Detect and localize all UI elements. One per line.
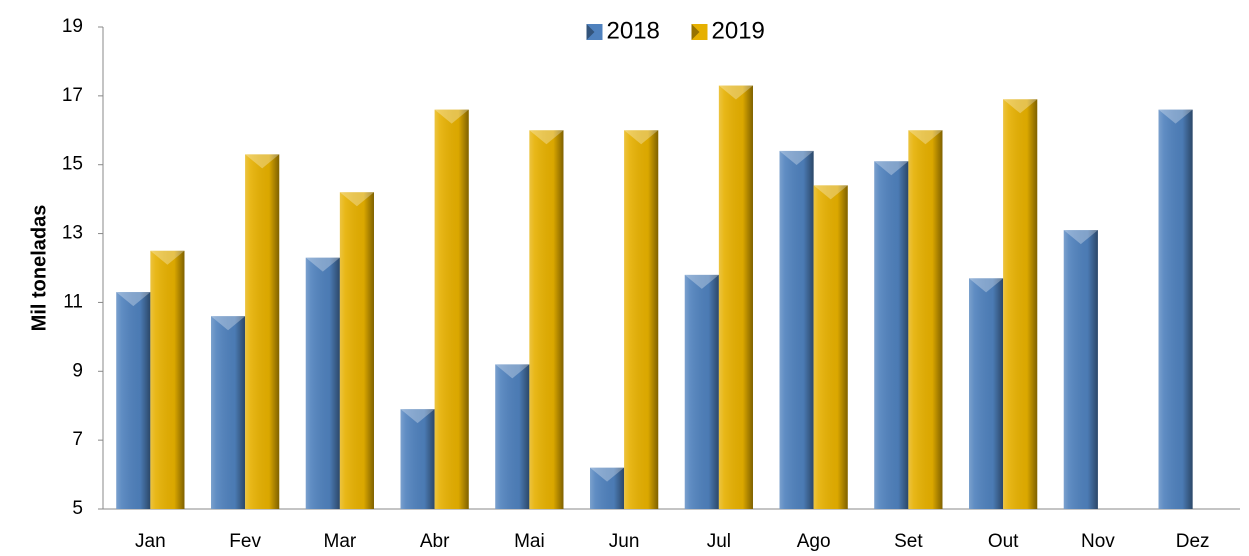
y-tick-label: 9 bbox=[72, 360, 83, 381]
x-tick-label: Set bbox=[894, 531, 923, 552]
bar-bevel bbox=[434, 109, 469, 124]
bar-bevel bbox=[908, 130, 943, 145]
bar-shade bbox=[211, 316, 246, 509]
bar-bevel bbox=[874, 161, 909, 176]
bar-shade bbox=[495, 364, 530, 509]
y-tick-label: 11 bbox=[63, 291, 83, 312]
legend-swatch bbox=[691, 24, 708, 40]
bar-shade bbox=[400, 409, 435, 509]
bar-bevel bbox=[116, 292, 151, 307]
bar-shade bbox=[1158, 109, 1193, 509]
bar-shade bbox=[969, 278, 1004, 509]
y-axis-title: Mil toneladas bbox=[28, 205, 50, 332]
bar-bevel bbox=[779, 150, 814, 165]
bar-bevel bbox=[684, 274, 719, 289]
bar-bevel bbox=[624, 130, 659, 145]
bar-bevel bbox=[813, 185, 848, 200]
bar-bevel bbox=[339, 192, 374, 207]
x-tick-label: Jul bbox=[707, 531, 731, 552]
y-tick-label: 15 bbox=[62, 154, 83, 175]
y-tick-label: 13 bbox=[62, 223, 83, 244]
bar-bevel bbox=[718, 85, 753, 100]
x-tick-label: Mai bbox=[514, 531, 545, 552]
bar-shade bbox=[116, 292, 151, 509]
bar-shade bbox=[1003, 99, 1038, 510]
x-tick-label: Jun bbox=[609, 531, 640, 552]
x-tick-label: Ago bbox=[797, 531, 831, 552]
bar-shade bbox=[779, 150, 814, 509]
y-tick-label: 19 bbox=[62, 16, 83, 37]
bar-shade bbox=[813, 185, 848, 509]
bar-bevel bbox=[969, 278, 1004, 293]
legend-swatch-bevel bbox=[691, 24, 700, 40]
bar-shade bbox=[908, 130, 943, 510]
y-tick-label: 7 bbox=[72, 429, 83, 450]
legend-swatch bbox=[586, 24, 603, 40]
bar-shade bbox=[718, 85, 753, 510]
legend-label: 2018 bbox=[607, 17, 660, 44]
x-tick-label: Jan bbox=[135, 531, 166, 552]
bar-bevel bbox=[400, 409, 435, 424]
bar-shade bbox=[590, 467, 625, 509]
y-tick-label: 17 bbox=[62, 85, 83, 106]
bar-bevel bbox=[495, 364, 530, 379]
bar-bevel bbox=[305, 257, 340, 272]
x-tick-label: Fev bbox=[229, 531, 261, 552]
legend-swatch-bevel bbox=[586, 24, 595, 40]
x-tick-label: Out bbox=[988, 531, 1019, 552]
bar-shade bbox=[874, 161, 909, 509]
bar-bevel bbox=[1063, 230, 1098, 245]
bar-shade bbox=[434, 109, 469, 509]
bar-shade bbox=[529, 130, 564, 510]
bar-bevel bbox=[1003, 99, 1038, 114]
legend-label: 2019 bbox=[712, 17, 765, 44]
bar-bevel bbox=[529, 130, 564, 145]
bar-shade bbox=[245, 154, 280, 509]
y-tick-label: 5 bbox=[72, 498, 83, 519]
x-tick-label: Mar bbox=[324, 531, 357, 552]
bar-shade bbox=[305, 257, 340, 509]
bar-shade bbox=[624, 130, 659, 510]
bar-bevel bbox=[1158, 109, 1193, 124]
bar-shade bbox=[150, 250, 185, 510]
bar-bevel bbox=[245, 154, 280, 169]
x-tick-label: Nov bbox=[1081, 531, 1115, 552]
bar-shade bbox=[1063, 230, 1098, 509]
bar-shade bbox=[339, 192, 374, 509]
bar-bevel bbox=[150, 250, 185, 265]
x-tick-label: Abr bbox=[420, 531, 450, 552]
x-tick-label: Dez bbox=[1176, 531, 1210, 552]
bar-shade bbox=[684, 274, 719, 509]
bar-bevel bbox=[211, 316, 246, 331]
bar-bevel bbox=[590, 467, 625, 482]
